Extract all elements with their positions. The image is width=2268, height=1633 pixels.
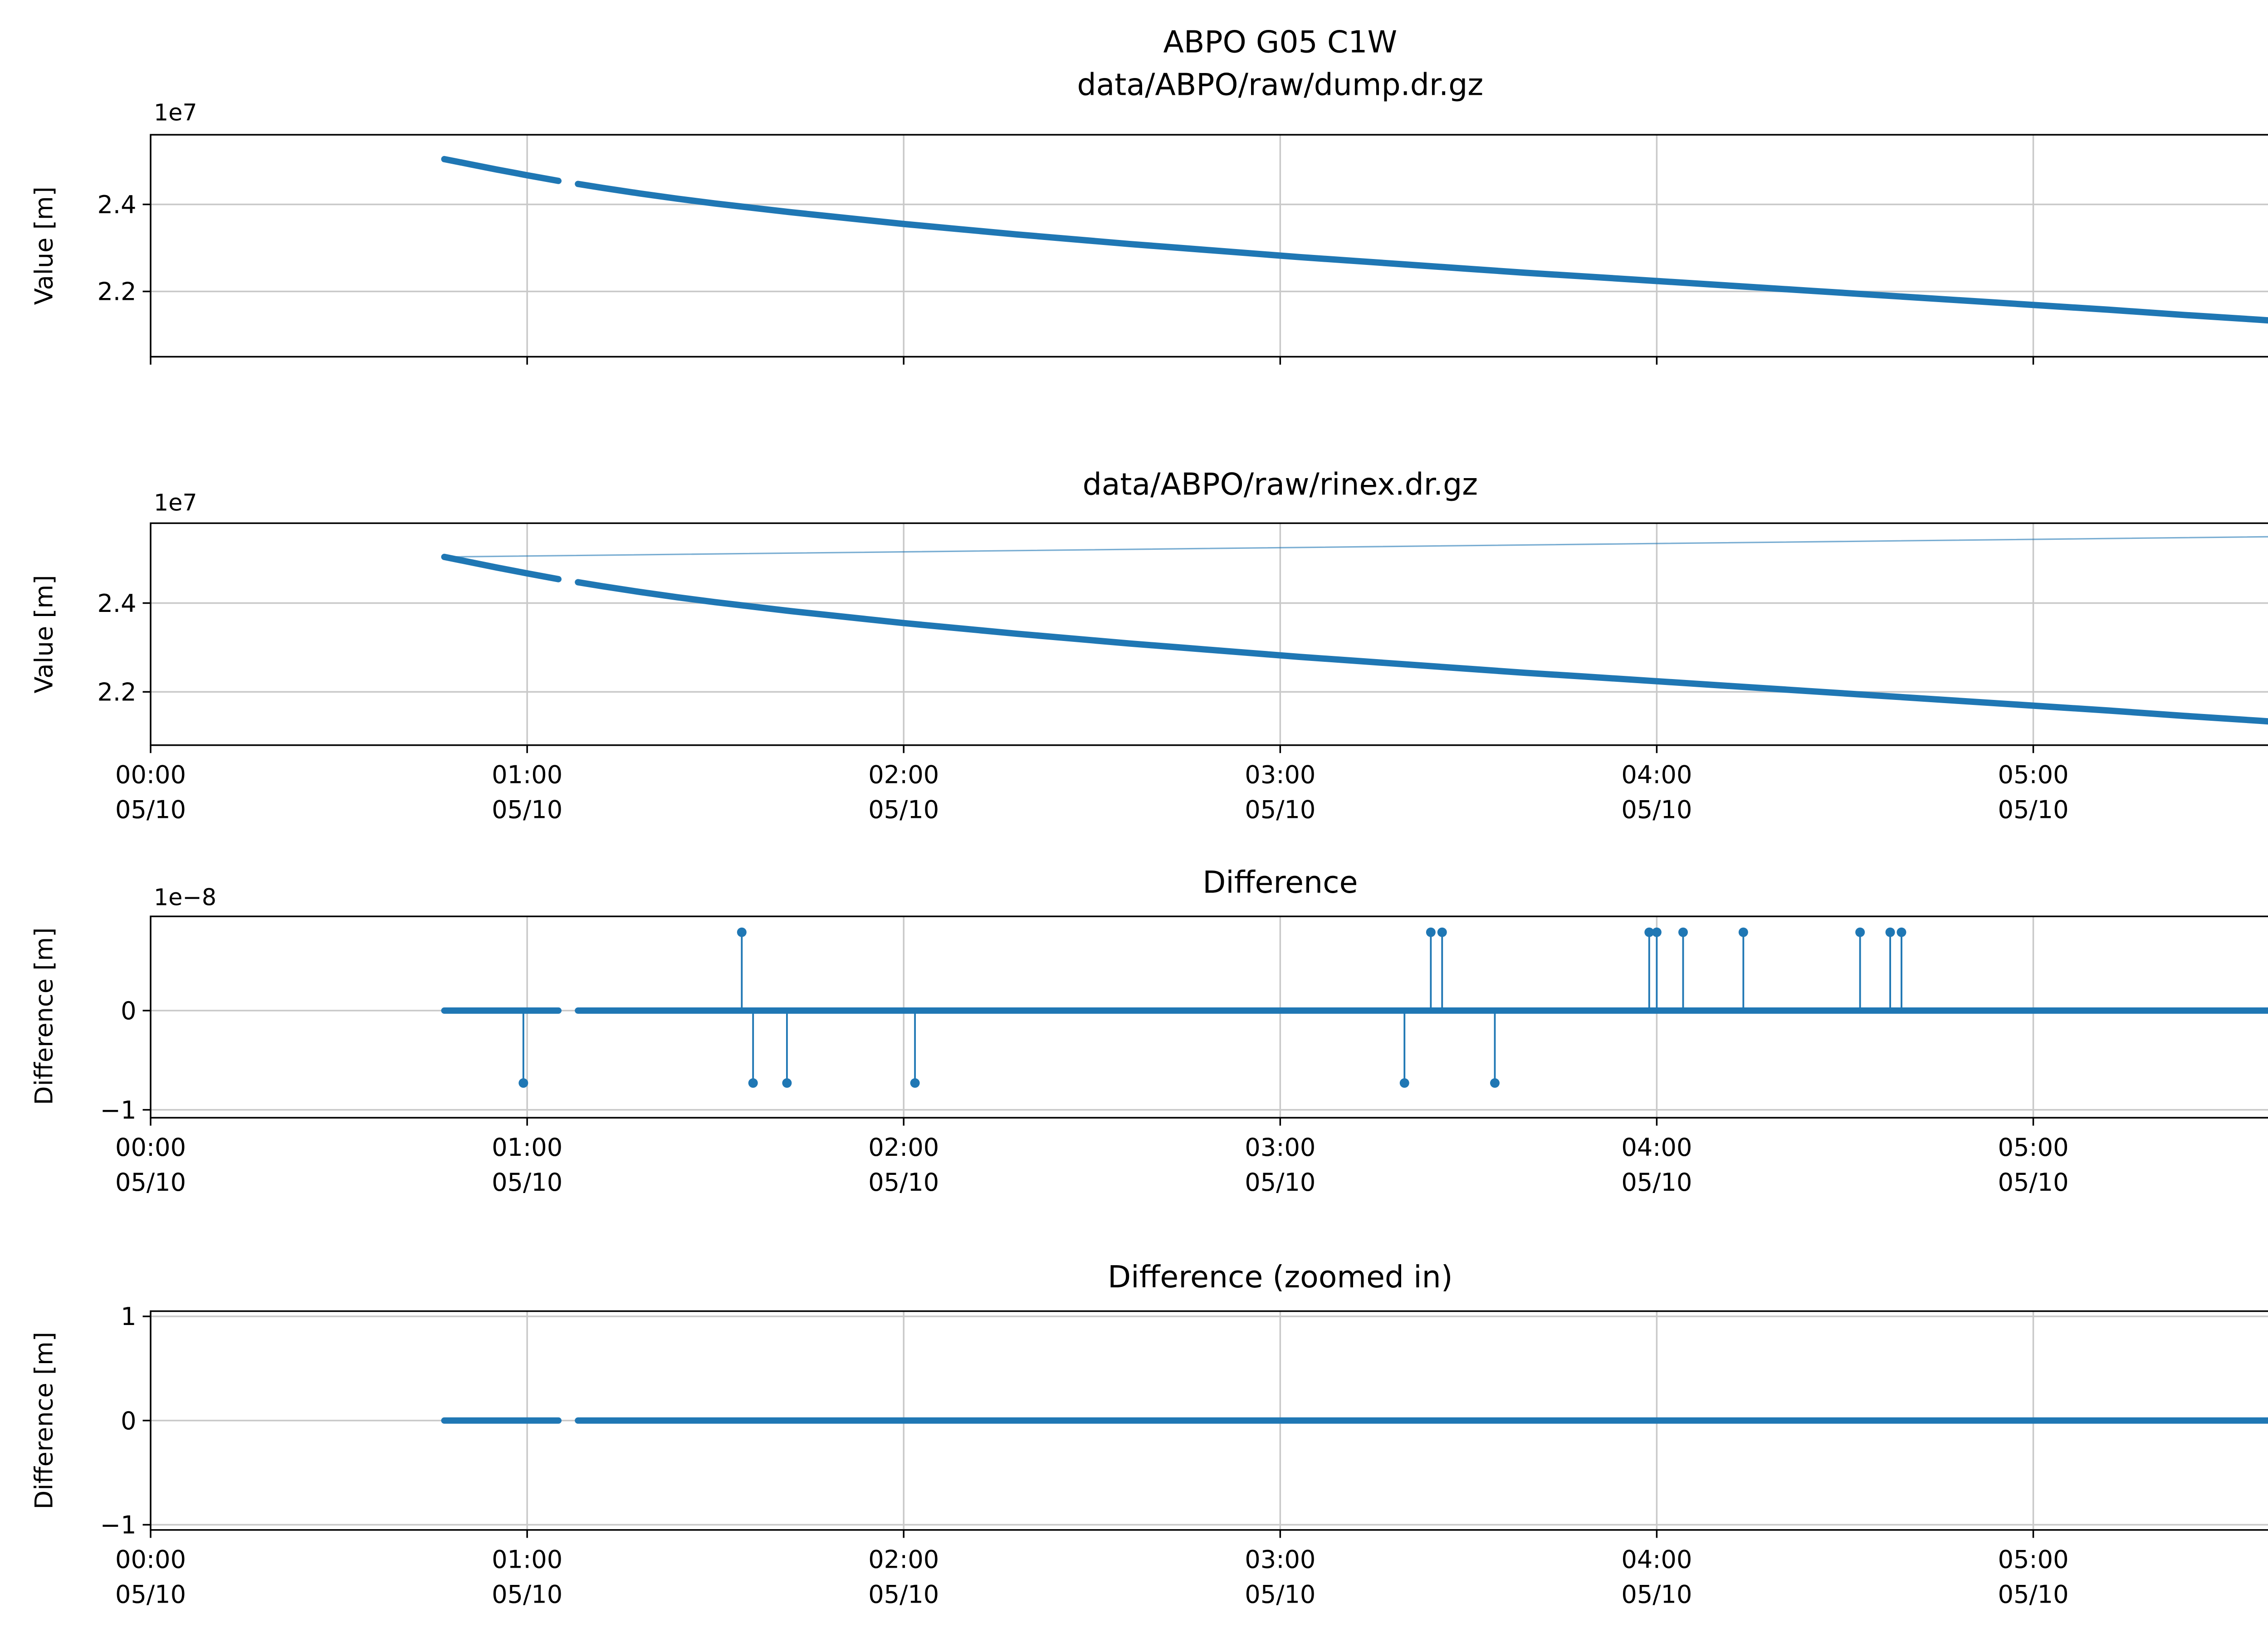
subplot-difference-zoom: 00:00 05/10 01:00 05/10 02:00 05/10 03:00 05/10… — [100, 1302, 2268, 1609]
difference-spike-marker — [1652, 927, 1662, 937]
x-tick-label-date: 05/10 — [115, 1580, 186, 1609]
difference-spike-marker — [1897, 927, 1906, 937]
y-tick-label: 2.4 — [97, 191, 136, 219]
x-tick-label-time: 01:00 — [492, 1133, 562, 1162]
x-tick-label-time: 05:00 — [1998, 1133, 2068, 1162]
x-tick-label-time: 04:00 — [1621, 1133, 1692, 1162]
x-tick-label-date: 05/10 — [492, 795, 562, 824]
y-tick-label: 2.2 — [97, 678, 136, 707]
x-tick-label-time: 02:00 — [868, 1545, 939, 1574]
x-tick-label-time: 05:00 — [1998, 1545, 2068, 1574]
x-tick-label-time: 00:00 — [115, 1133, 186, 1162]
y-axis-label-rinex: Value [m] — [29, 575, 58, 694]
difference-spike-marker — [1644, 927, 1654, 937]
y-axis-offset-label-rinex: 1e7 — [154, 489, 197, 516]
difference-spike-marker — [1426, 927, 1436, 937]
x-tick-label-date: 05/10 — [1621, 1580, 1692, 1609]
y-axis-label-difference-zoom: Difference [m] — [29, 1332, 58, 1509]
y-tick-label: 0 — [121, 997, 136, 1025]
y-tick-label: 0 — [121, 1407, 136, 1435]
subplot-difference-title: Difference — [1202, 865, 1358, 900]
x-tick-label-time: 04:00 — [1621, 1545, 1692, 1574]
x-tick-label-date: 05/10 — [868, 795, 939, 824]
subplot-rinex-title: data/ABPO/raw/rinex.dr.gz — [1083, 466, 1478, 502]
difference-spike-marker — [1437, 927, 1447, 937]
x-tick-label-date: 05/10 — [115, 1168, 186, 1197]
y-tick-label: −1 — [100, 1096, 137, 1125]
x-tick-label-date: 05/10 — [492, 1580, 562, 1609]
y-axis-offset-label-difference: 1e−8 — [154, 884, 216, 911]
difference-spike-marker — [1678, 927, 1688, 937]
subplot-difference-zoom-title: Difference (zoomed in) — [1108, 1259, 1453, 1295]
x-tick-label-date: 05/10 — [868, 1580, 939, 1609]
x-tick-label-date: 05/10 — [1998, 1580, 2068, 1609]
x-tick-label-date: 05/10 — [868, 1168, 939, 1197]
x-tick-label-time: 03:00 — [1245, 1545, 1315, 1574]
y-tick-label: −1 — [100, 1511, 137, 1540]
x-tick-label-date: 05/10 — [1245, 795, 1315, 824]
x-tick-label-date: 05/10 — [1998, 1168, 2068, 1197]
subplot-dump-title-line1: ABPO G05 C1W — [1163, 24, 1398, 59]
y-axis-offset-label-dump: 1e7 — [154, 99, 197, 126]
x-tick-label-time: 05:00 — [1998, 761, 2068, 789]
difference-spike-marker — [1490, 1078, 1500, 1088]
dump-value-series — [441, 156, 562, 184]
x-tick-label-date: 05/10 — [115, 795, 186, 824]
x-tick-label-date: 05/10 — [1998, 795, 2068, 824]
x-tick-label-date: 05/10 — [1245, 1580, 1315, 1609]
y-tick-label: 2.4 — [97, 589, 136, 618]
x-tick-label-date: 05/10 — [1245, 1168, 1315, 1197]
y-axis-label-dump: Value [m] — [29, 186, 58, 305]
difference-spike-marker — [518, 1078, 528, 1088]
axes-frame — [150, 134, 2268, 358]
x-tick-label-time: 01:00 — [492, 1545, 562, 1574]
x-tick-label-time: 01:00 — [492, 761, 562, 789]
rinex-outlier-line — [443, 536, 2268, 558]
difference-spike-marker — [748, 1078, 758, 1088]
x-tick-label-date: 05/10 — [492, 1168, 562, 1197]
difference-spike-marker — [737, 927, 747, 937]
x-tick-label-time: 04:00 — [1621, 761, 1692, 789]
subplot-dump: 2.2 2.4 — [97, 134, 2268, 365]
subplot-rinex: 00:00 05/10 01:00 05/10 02:00 05/10 03:00 05/10… — [97, 522, 2268, 824]
x-tick-label-time: 02:00 — [868, 761, 939, 789]
difference-spike-marker — [782, 1078, 792, 1088]
difference-spike-marker — [1738, 927, 1748, 937]
dump-value-series — [575, 181, 2268, 324]
x-tick-label-time: 03:00 — [1245, 761, 1315, 789]
axes-frame — [150, 915, 2268, 1119]
difference-spike-marker — [1399, 1078, 1409, 1088]
x-tick-label-time: 00:00 — [115, 761, 186, 789]
x-tick-label-time: 00:00 — [115, 1545, 186, 1574]
x-tick-label-time: 03:00 — [1245, 1133, 1315, 1162]
difference-spike-marker — [910, 1078, 920, 1088]
x-tick-label-time: 02:00 — [868, 1133, 939, 1162]
y-axis-label-difference: Difference [m] — [29, 928, 58, 1105]
subplot-dump-title-line2: data/ABPO/raw/dump.dr.gz — [1077, 67, 1483, 103]
x-tick-label-date: 05/10 — [1621, 795, 1692, 824]
difference-spike-marker — [1855, 927, 1865, 937]
subplot-difference: 00:00 05/10 01:00 05/10 02:00 05/10 03:00 05/10… — [100, 915, 2268, 1197]
y-tick-label: 1 — [121, 1302, 136, 1331]
rinex-value-series — [441, 553, 562, 582]
y-tick-label: 2.2 — [97, 278, 136, 306]
rinex-value-series — [575, 579, 2268, 725]
difference-spike-marker — [1885, 927, 1895, 937]
x-tick-label-date: 05/10 — [1621, 1168, 1692, 1197]
